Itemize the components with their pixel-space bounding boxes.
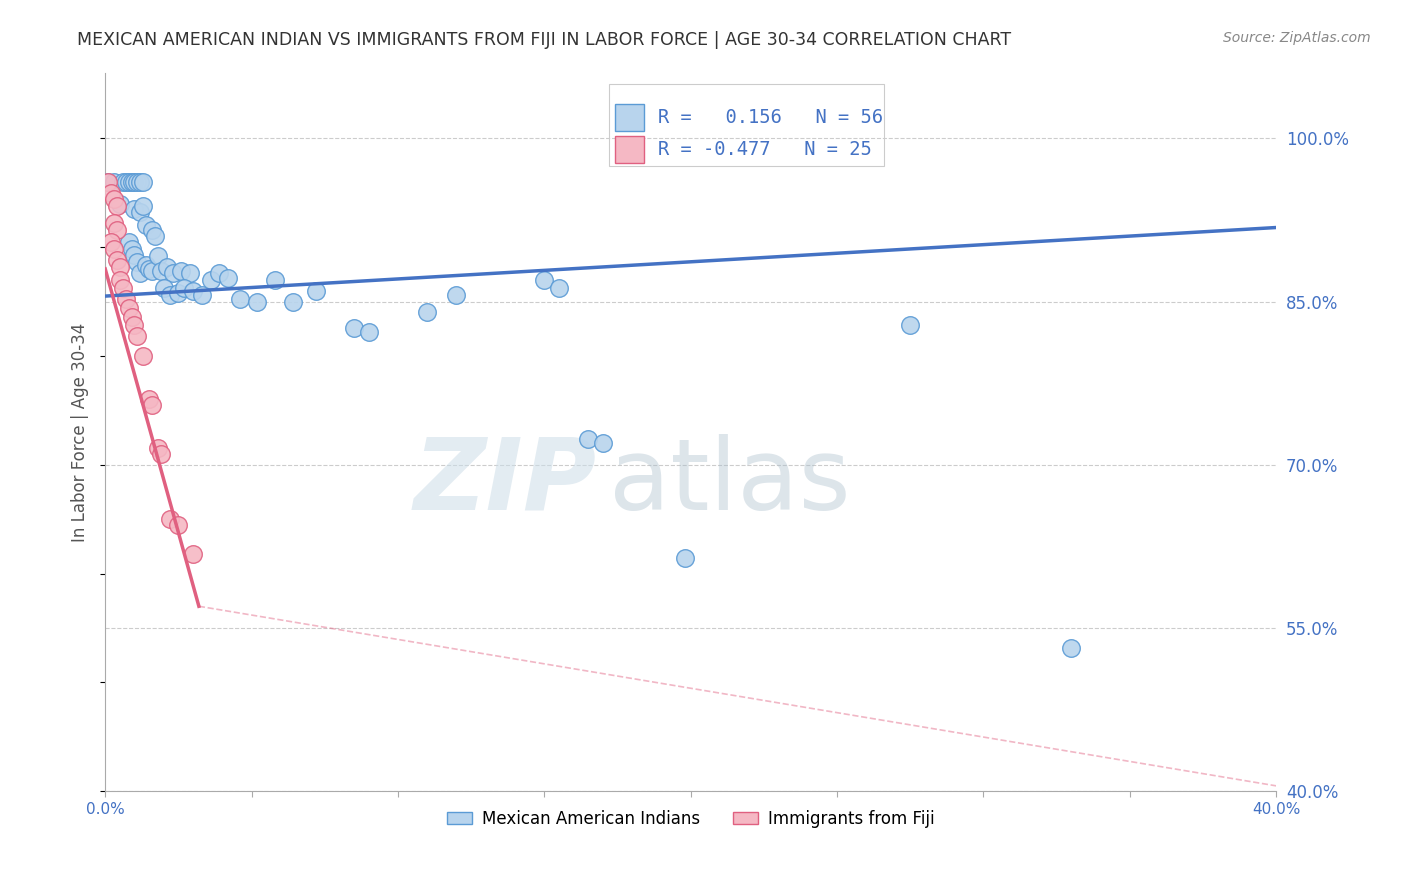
Point	[217, 270, 239, 285]
Point	[141, 398, 163, 412]
Point	[117, 175, 139, 189]
Point	[167, 285, 190, 300]
Text: MEXICAN AMERICAN INDIAN VS IMMIGRANTS FROM FIJI IN LABOR FORCE | AGE 30-34 CORRE: MEXICAN AMERICAN INDIAN VS IMMIGRANTS FR…	[77, 31, 1011, 49]
Point	[159, 288, 181, 302]
Point	[114, 293, 136, 307]
Text: R = -0.477   N = 25: R = -0.477 N = 25	[658, 140, 872, 160]
Point	[103, 216, 125, 230]
Point	[121, 175, 143, 189]
Point	[105, 199, 128, 213]
Point	[132, 349, 155, 363]
Point	[149, 264, 172, 278]
Point	[149, 447, 172, 461]
Text: ZIP: ZIP	[413, 434, 598, 531]
Point	[592, 436, 614, 450]
Point	[533, 273, 555, 287]
Point	[167, 517, 190, 532]
Point	[127, 329, 149, 343]
Point	[103, 242, 125, 256]
Point	[111, 281, 134, 295]
Point	[127, 255, 149, 269]
Point	[129, 175, 152, 189]
Point	[117, 301, 139, 315]
Point	[156, 260, 179, 274]
Point	[105, 223, 128, 237]
Point	[898, 318, 921, 333]
Point	[117, 235, 139, 249]
Point	[103, 192, 125, 206]
Point	[281, 294, 304, 309]
Point	[97, 175, 120, 189]
Y-axis label: In Labor Force | Age 30-34: In Labor Force | Age 30-34	[72, 323, 89, 541]
Point	[170, 264, 193, 278]
Point	[121, 310, 143, 324]
Point	[181, 284, 204, 298]
Point	[673, 551, 696, 566]
Point	[173, 281, 195, 295]
Point	[179, 266, 201, 280]
Point	[208, 266, 231, 280]
Point	[124, 175, 146, 189]
Point	[146, 249, 169, 263]
Legend: Mexican American Indians, Immigrants from Fiji: Mexican American Indians, Immigrants fro…	[440, 804, 942, 835]
Point	[446, 288, 468, 302]
Point	[416, 305, 439, 319]
Point	[138, 261, 160, 276]
Point	[135, 219, 157, 233]
Point	[132, 199, 155, 213]
Point	[114, 175, 136, 189]
Point	[124, 202, 146, 216]
Point	[97, 175, 120, 189]
Point	[191, 288, 214, 302]
Point	[108, 196, 131, 211]
Text: R =   0.156   N = 56: R = 0.156 N = 56	[658, 108, 883, 127]
Point	[162, 266, 184, 280]
Point	[108, 260, 131, 274]
Point	[264, 273, 287, 287]
Point	[1060, 640, 1083, 655]
FancyBboxPatch shape	[614, 103, 644, 131]
Point	[200, 273, 222, 287]
Point	[246, 294, 269, 309]
Point	[159, 512, 181, 526]
Point	[127, 175, 149, 189]
Point	[343, 320, 366, 334]
Point	[108, 273, 131, 287]
Point	[100, 235, 122, 249]
Point	[576, 432, 599, 446]
Point	[143, 229, 166, 244]
Point	[141, 223, 163, 237]
Point	[548, 281, 571, 295]
Point	[124, 248, 146, 262]
Text: Source: ZipAtlas.com: Source: ZipAtlas.com	[1223, 31, 1371, 45]
Point	[105, 253, 128, 268]
Point	[181, 547, 204, 561]
Point	[141, 264, 163, 278]
Point	[121, 242, 143, 256]
Point	[132, 175, 155, 189]
Point	[135, 258, 157, 272]
Point	[129, 205, 152, 219]
Point	[124, 318, 146, 333]
Point	[138, 392, 160, 407]
Point	[129, 266, 152, 280]
Point	[357, 325, 380, 339]
Text: atlas: atlas	[609, 434, 851, 531]
Point	[103, 175, 125, 189]
Point	[305, 284, 328, 298]
Point	[100, 186, 122, 200]
Point	[146, 442, 169, 456]
Point	[111, 175, 134, 189]
Point	[152, 281, 174, 295]
Point	[229, 293, 252, 307]
FancyBboxPatch shape	[614, 136, 644, 163]
